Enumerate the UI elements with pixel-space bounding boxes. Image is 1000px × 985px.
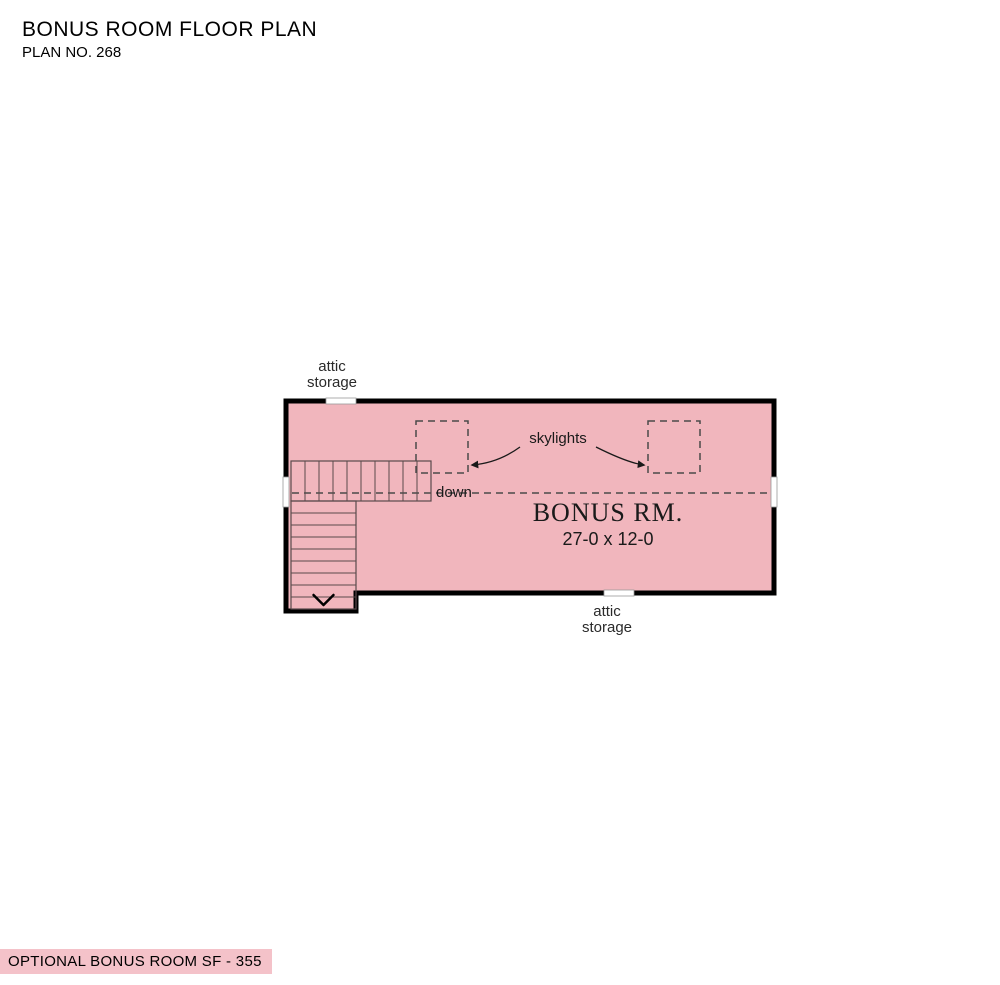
svg-text:skylights: skylights — [529, 430, 587, 447]
plan-number: PLAN NO. 268 — [22, 44, 317, 61]
footer-sf-badge: OPTIONAL BONUS ROOM SF - 355 — [0, 949, 272, 974]
header: BONUS ROOM FLOOR PLAN PLAN NO. 268 — [22, 18, 317, 61]
attic-storage-label-top: atticstorage — [303, 359, 361, 391]
floor-plan-svg: skylights down BONUS RM.27-0 x 12-0 — [280, 395, 780, 655]
svg-text:BONUS RM.: BONUS RM. — [533, 498, 684, 527]
page-title: BONUS ROOM FLOOR PLAN — [22, 18, 317, 42]
attic-storage-label-bottom: atticstorage — [578, 604, 636, 636]
floor-plan: atticstorage atticstorage skylightsdownB… — [280, 395, 780, 655]
svg-text:down: down — [436, 484, 472, 501]
svg-text:27-0 x 12-0: 27-0 x 12-0 — [562, 529, 653, 549]
